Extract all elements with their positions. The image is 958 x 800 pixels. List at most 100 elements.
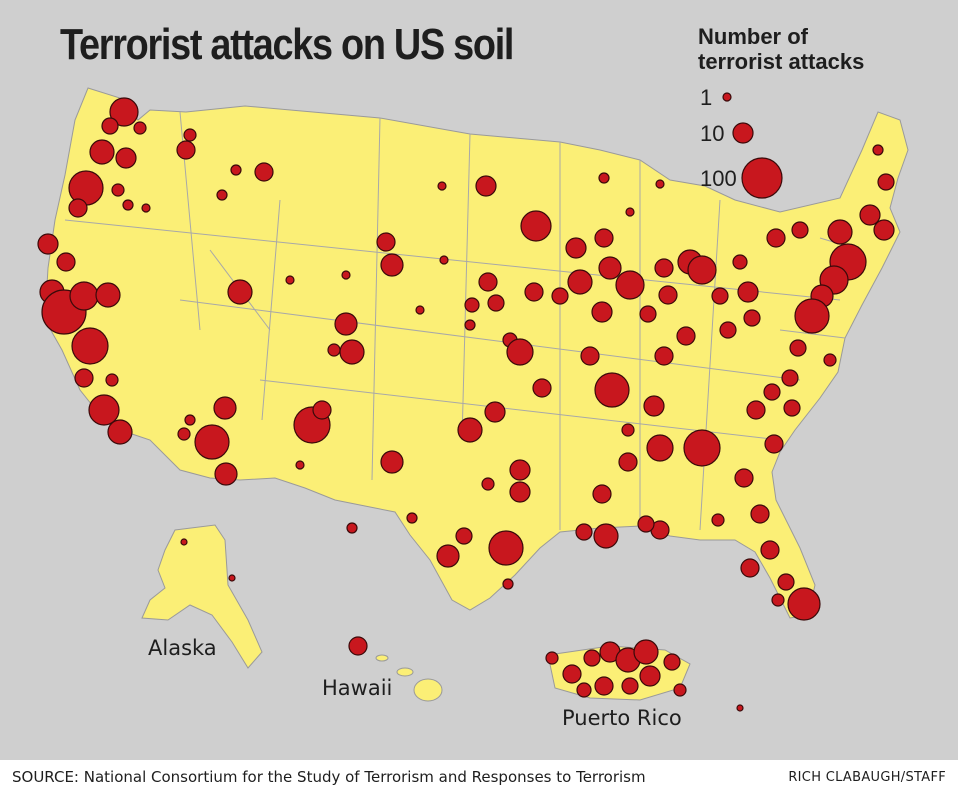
footer bbox=[0, 760, 958, 800]
attack-marker bbox=[228, 574, 236, 582]
attack-marker bbox=[339, 339, 365, 365]
attack-marker bbox=[673, 683, 687, 697]
attack-marker bbox=[213, 396, 237, 420]
legend-label-10: 10 bbox=[700, 121, 725, 146]
attack-marker bbox=[750, 504, 770, 524]
attack-marker bbox=[763, 383, 781, 401]
attack-marker bbox=[639, 305, 657, 323]
attack-marker bbox=[133, 121, 147, 135]
attack-marker bbox=[598, 256, 622, 280]
attack-marker bbox=[481, 477, 495, 491]
alaska-label: Alaska bbox=[148, 636, 217, 660]
attack-marker bbox=[214, 462, 238, 486]
attack-marker bbox=[736, 704, 744, 712]
state-border bbox=[371, 117, 381, 481]
attack-marker bbox=[576, 682, 592, 698]
attack-marker bbox=[823, 353, 837, 367]
attack-marker bbox=[380, 450, 404, 474]
attack-marker bbox=[654, 346, 674, 366]
source-note: SOURCE: National Consortium for the Stud… bbox=[12, 768, 646, 786]
attack-marker bbox=[621, 677, 639, 695]
attack-marker bbox=[598, 172, 610, 184]
legend-marker-100 bbox=[741, 157, 783, 199]
attack-marker bbox=[551, 287, 569, 305]
attack-marker bbox=[346, 522, 358, 534]
attack-marker bbox=[791, 221, 809, 239]
alaska-land bbox=[141, 524, 263, 669]
attack-marker bbox=[766, 228, 786, 248]
attack-marker bbox=[687, 255, 717, 285]
attack-marker bbox=[639, 665, 661, 687]
credit-line: RICH CLABAUGH/STAFF bbox=[788, 770, 946, 785]
state-border bbox=[461, 133, 471, 441]
attack-marker bbox=[141, 203, 151, 213]
attack-marker bbox=[655, 179, 665, 189]
attack-marker bbox=[783, 399, 801, 417]
attack-marker bbox=[464, 319, 476, 331]
attack-marker bbox=[56, 252, 76, 272]
legend-title-line2: terrorist attacks bbox=[698, 49, 865, 74]
attack-marker bbox=[732, 254, 748, 270]
attack-markers bbox=[37, 97, 895, 712]
attack-marker bbox=[111, 183, 125, 197]
attack-marker bbox=[437, 181, 447, 191]
attack-marker bbox=[376, 232, 396, 252]
attack-marker bbox=[478, 272, 498, 292]
attack-marker bbox=[618, 452, 638, 472]
attack-marker bbox=[487, 294, 505, 312]
attack-marker bbox=[502, 578, 514, 590]
attack-marker bbox=[334, 312, 358, 336]
attack-marker bbox=[101, 117, 119, 135]
attack-marker bbox=[227, 279, 253, 305]
attack-marker bbox=[562, 664, 582, 684]
attack-marker bbox=[637, 515, 655, 533]
legend-label-1: 1 bbox=[700, 85, 713, 110]
attack-marker bbox=[625, 207, 635, 217]
attack-marker bbox=[567, 269, 593, 295]
attack-marker bbox=[88, 394, 120, 426]
attack-marker bbox=[95, 282, 121, 308]
attack-marker bbox=[827, 219, 853, 245]
attack-marker bbox=[743, 309, 761, 327]
attack-marker bbox=[89, 139, 115, 165]
attack-marker bbox=[593, 523, 619, 549]
attack-marker bbox=[633, 639, 659, 665]
attack-marker bbox=[37, 233, 59, 255]
attack-marker bbox=[122, 199, 134, 211]
attack-marker bbox=[658, 285, 678, 305]
attack-marker bbox=[71, 327, 109, 365]
attack-marker bbox=[105, 373, 119, 387]
attack-marker bbox=[415, 305, 425, 315]
attack-marker bbox=[740, 558, 760, 578]
attack-marker bbox=[615, 270, 645, 300]
attack-marker bbox=[509, 481, 531, 503]
attack-marker bbox=[859, 204, 881, 226]
attack-marker bbox=[787, 587, 821, 621]
attack-marker bbox=[683, 429, 721, 467]
legend-marker-1 bbox=[722, 92, 732, 102]
attack-marker bbox=[873, 219, 895, 241]
map-title: Terrorist attacks on US soil bbox=[60, 20, 514, 69]
attack-marker bbox=[594, 676, 614, 696]
attack-marker bbox=[734, 468, 754, 488]
attack-marker bbox=[580, 346, 600, 366]
attack-marker bbox=[484, 401, 506, 423]
state-border bbox=[779, 329, 846, 339]
state-border bbox=[64, 219, 841, 301]
hawaii-island bbox=[396, 667, 414, 677]
state-border bbox=[259, 379, 781, 441]
attack-marker bbox=[455, 527, 473, 545]
attack-marker bbox=[654, 258, 674, 278]
attack-marker bbox=[475, 175, 497, 197]
attack-marker bbox=[312, 400, 332, 420]
attack-marker bbox=[436, 544, 460, 568]
attack-marker bbox=[488, 530, 524, 566]
state-border bbox=[179, 299, 801, 381]
attack-marker bbox=[184, 414, 196, 426]
attack-marker bbox=[591, 301, 613, 323]
legend-marker-10 bbox=[732, 122, 754, 144]
attack-marker bbox=[348, 636, 368, 656]
attack-marker bbox=[565, 237, 587, 259]
attack-marker bbox=[676, 326, 696, 346]
